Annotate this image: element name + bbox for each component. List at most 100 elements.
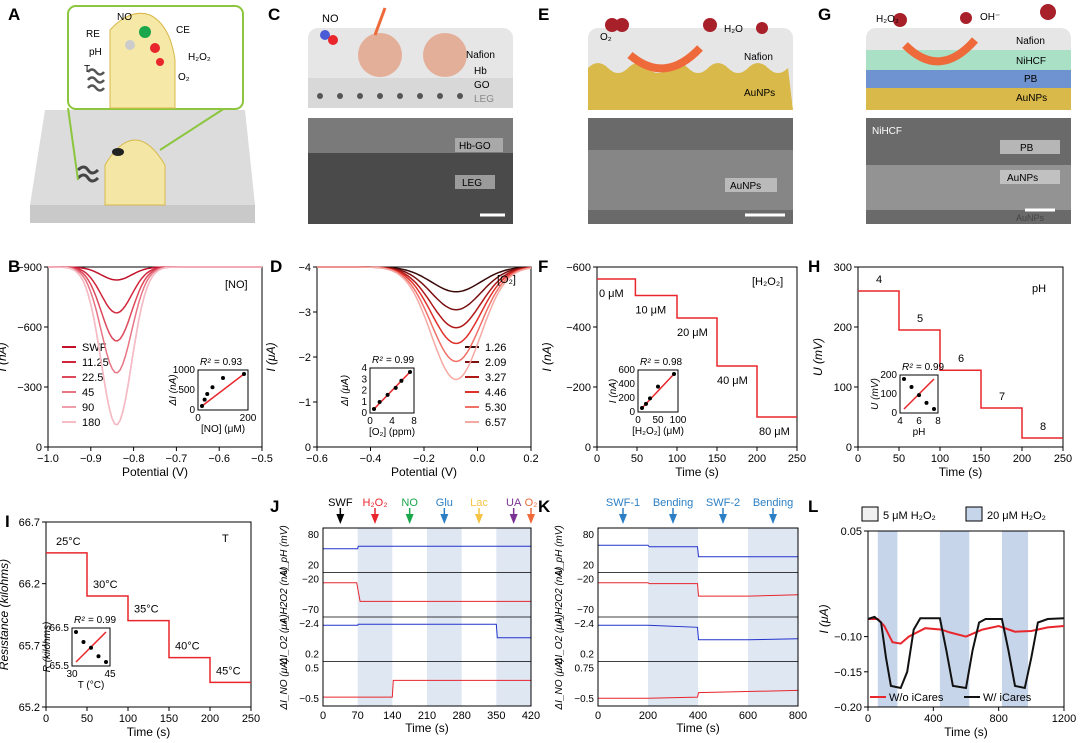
chart-l: 0 400 800 1200 Time (s) I (μA) 0.05 −0.10 −0.15 −… <box>817 506 1076 739</box>
inset-y-label: I (nA) <box>608 379 619 403</box>
row-y-tick: 0.2 <box>580 650 594 661</box>
x-tick-label: 200 <box>639 710 657 722</box>
inset-point <box>200 404 204 408</box>
y-tick-label: 200 <box>834 322 852 334</box>
row-y-label: U_pH (mV) <box>279 525 290 575</box>
series-line <box>868 618 1065 645</box>
label-ph: pH <box>89 47 102 58</box>
step-label: 7 <box>999 391 1005 403</box>
inset-y-label: U (mV) <box>870 378 881 410</box>
sem-c-label-box-2 <box>455 175 495 189</box>
event-marker-arrow <box>440 514 449 524</box>
inset-i: R² = 0.99 30 45 65.5 66.5 T (°C) R (kilohms) <box>42 615 117 691</box>
x-axis-label: Time (s) <box>676 721 720 735</box>
y-axis-label: Resistance (kilohms) <box>0 559 11 670</box>
inset-point <box>242 372 246 376</box>
legend-label: 5.30 <box>485 402 506 414</box>
chart-i: 0 50 100 150 200 250 65.2 65.7 66.2 66.7 Time (s) R… <box>0 517 260 739</box>
panel-a-schematic: A NO RE CE pH H₂O₂ O₂ T <box>8 5 255 223</box>
step-label: 8 <box>1040 421 1046 433</box>
x-tick-label: 200 <box>201 713 219 725</box>
chart-annotation: [NO] <box>225 279 248 291</box>
panel-c-schematic: C NO Nafion Hb GO LEG Hb-GO LEG <box>268 5 513 224</box>
panel-g-schematic: G H₂O₂ OH⁻ Nafion NiHCF PB AuNPs NiHCF P… <box>818 4 1071 224</box>
y-tick-label: 0 <box>846 442 852 454</box>
event-marker-arrow <box>769 514 777 524</box>
step-label: 5 <box>917 313 923 325</box>
x-tick-label: −0.6 <box>306 453 328 465</box>
legend-label: 4.46 <box>485 387 506 399</box>
x-tick-label: 200 <box>1013 453 1031 465</box>
y-tick-label: −2 <box>298 352 311 364</box>
panel-letter-k: K <box>538 497 551 516</box>
legend-label: 5 μM H₂O₂ <box>883 510 936 522</box>
panel-e-schematic: E O₂ H₂O Nafion AuNPs AuNPs <box>538 5 793 224</box>
y-tick-label: 66.2 <box>19 579 40 591</box>
x-tick-label: 600 <box>739 710 757 722</box>
event-marker-label: O₂ <box>525 497 538 509</box>
aunps-layer-e <box>588 63 793 110</box>
chart-l-shading <box>877 531 1029 707</box>
y-tick-label: 66.7 <box>19 517 40 529</box>
x-axis-label: Potential (V) <box>391 465 457 479</box>
g-sem-aunps: AuNPs <box>1007 173 1038 184</box>
zoom-line-left <box>67 107 79 181</box>
event-marker-arrow <box>527 514 535 524</box>
c-label-leg: LEG <box>474 94 494 105</box>
legend-label: W/o iCares <box>889 692 944 704</box>
x-axis-label: Time (s) <box>127 725 171 739</box>
inset-x-tick: 0 <box>367 416 373 427</box>
row-y-tick: −2.4 <box>299 619 319 630</box>
g-label-oh: OH⁻ <box>980 12 1000 23</box>
c-label-nafion: Nafion <box>466 50 495 61</box>
y-tick-label: 300 <box>834 262 852 274</box>
event-marker-arrow <box>405 514 414 524</box>
y-axis-label: I (nA) <box>0 342 9 371</box>
inset-r2: = 0.98 <box>654 357 683 368</box>
row-y-label: I_H2O2 (nA) <box>279 567 290 623</box>
legend-label: W/ iCares <box>983 692 1032 704</box>
sem-g-box-aunps <box>1000 170 1060 184</box>
reaction-arrow-g <box>902 37 979 66</box>
inset-r2: = 0.99 <box>88 615 117 626</box>
event-marker-label: SWF-2 <box>706 497 740 509</box>
inset-y-tick: 200 <box>618 393 635 404</box>
legend-label: 6.57 <box>485 417 506 429</box>
row-series <box>598 582 799 597</box>
legend-box <box>861 506 879 522</box>
event-marker-label: Bending <box>653 497 693 509</box>
event-marker-arrow <box>336 514 345 524</box>
c-label-hb: Hb <box>474 66 487 77</box>
row-y-tick: 80 <box>583 530 595 541</box>
inset-r2-prefix: R² <box>640 357 651 368</box>
event-marker-label: Bending <box>753 497 793 509</box>
x-axis-label: Time (s) <box>939 465 983 479</box>
y-tick-label: 0 <box>36 442 42 454</box>
y-axis-label: U (mV) <box>811 338 825 376</box>
row-series <box>598 624 799 641</box>
inset-r2-prefix: R² <box>74 615 85 626</box>
aunps-layer-g <box>866 88 1071 110</box>
row-series <box>323 582 531 602</box>
hb-protein-2 <box>423 33 467 77</box>
x-tick-label: 100 <box>931 453 949 465</box>
panel-letter-l: L <box>808 497 818 516</box>
label-t: T <box>84 64 90 75</box>
row-y-tick: −0.5 <box>574 694 594 705</box>
plot-frame <box>597 527 799 707</box>
inset-point <box>932 407 936 411</box>
row-series <box>323 545 531 550</box>
inset-r2-prefix: R² <box>200 357 211 368</box>
x-tick-label: 250 <box>242 713 260 725</box>
row-y-tick: 0.75 <box>575 664 595 675</box>
row-series <box>598 689 799 699</box>
row-y-tick: −2.4 <box>574 619 594 630</box>
x-axis-label: Time (s) <box>944 725 988 739</box>
inset-r2: = 0.99 <box>386 355 415 366</box>
inset-point <box>74 630 78 634</box>
sem-g-box-pb <box>1000 140 1060 154</box>
panel-letter-a: A <box>8 5 20 24</box>
row-y-tick: 20 <box>308 561 320 572</box>
series-line <box>48 266 262 426</box>
